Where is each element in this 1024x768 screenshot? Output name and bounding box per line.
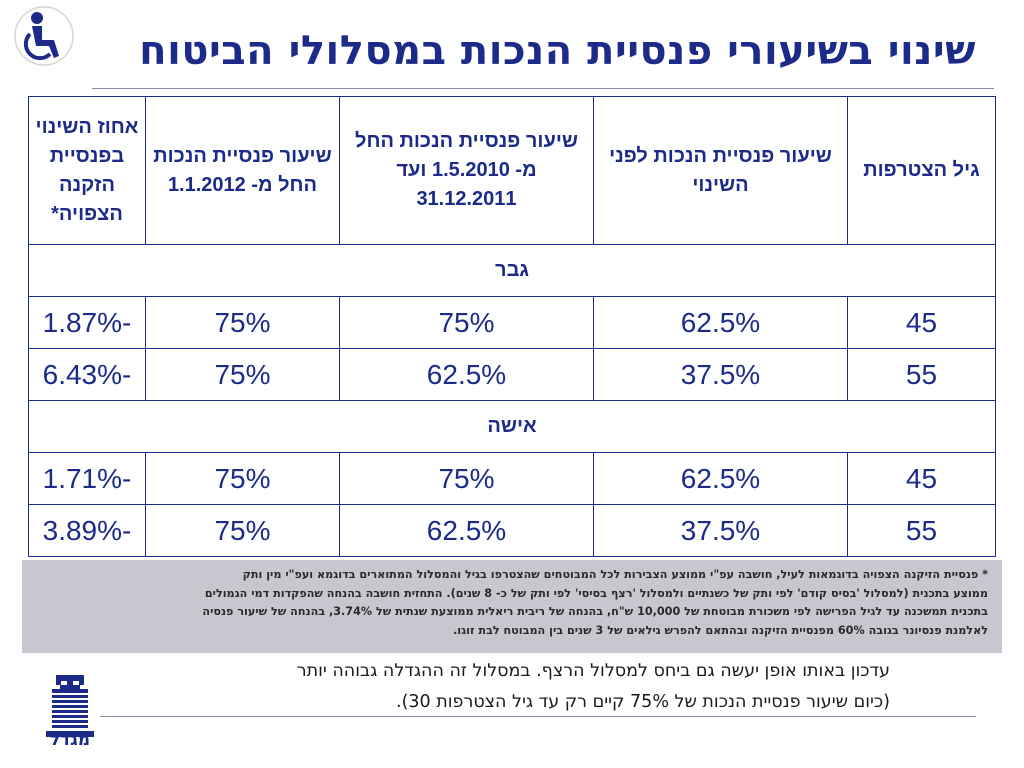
cell-rate-2012: 75%	[145, 348, 340, 401]
cell-pct-change: -6.43%	[28, 348, 146, 401]
cell-pct-change: -3.89%	[28, 504, 146, 557]
section-row-male: גבר	[28, 244, 996, 297]
cell-rate-before: 37.5%	[593, 504, 848, 557]
cell-pct-change: -1.87%	[28, 296, 146, 349]
footnote-line: לאלמנת פנסיונר בגובה 60% מפנסיית הזיקנה …	[453, 623, 988, 637]
footnote-line: בתכנית תמשכנה עד לגיל הפרישה לפי משכורת …	[202, 605, 988, 618]
cell-age: 55	[847, 348, 996, 401]
cell-rate-before: 62.5%	[593, 296, 848, 349]
tower-logo-icon	[46, 675, 94, 737]
cell-rate-2010: 75%	[339, 296, 594, 349]
header-join-age: גיל הצטרפות	[847, 96, 996, 245]
cell-rate-before: 37.5%	[593, 348, 848, 401]
table-row: 45 62.5% 75% 75% -1.87%	[28, 296, 996, 349]
cell-rate-before: 62.5%	[593, 452, 848, 505]
section-row-female: אישה	[28, 400, 996, 453]
header-rate-before: שיעור פנסיית הנכות לפני השינוי	[593, 96, 848, 245]
page-title: שינוי בשיעורי פנסיית הנכות במסלולי הביטו…	[139, 28, 976, 74]
cell-age: 55	[847, 504, 996, 557]
wheelchair-icon[interactable]	[14, 6, 74, 68]
cell-rate-2010: 75%	[339, 452, 594, 505]
header-rate-2012: שיעור פנסיית הנכות החל מ- 1.1.2012	[145, 96, 340, 245]
section-label: גבר	[28, 244, 996, 297]
cell-rate-2012: 75%	[145, 296, 340, 349]
logo-text: מגדל	[49, 730, 91, 750]
bottom-divider	[100, 716, 976, 717]
footnote-line: ממוצע בתכנית (למסלול 'בסיס קודם' לפי ותק…	[204, 586, 988, 600]
header-rate-2010: שיעור פנסיית הנכות החל מ- 1.5.2010 ועד 3…	[339, 96, 594, 245]
cell-rate-2012: 75%	[145, 452, 340, 505]
table-row: 55 37.5% 62.5% 75% -6.43%	[28, 348, 996, 401]
pension-rates-table: גיל הצטרפות שיעור פנסיית הנכות לפני השינ…	[28, 96, 996, 557]
footnote-line: * פנסיית הזיקנה הצפויה בדוגמאות לעיל, חו…	[242, 568, 988, 581]
cell-pct-change: -1.71%	[28, 452, 146, 505]
table-row: 45 62.5% 75% 75% -1.71%	[28, 452, 996, 505]
footnote-box: * פנסיית הזיקנה הצפויה בדוגמאות לעיל, חו…	[22, 560, 1002, 653]
table-row: 55 37.5% 62.5% 75% -3.89%	[28, 504, 996, 557]
header-pct-change: אחוז השינוי בפנסיית הזקנה הצפויה*	[28, 96, 146, 245]
title-divider	[92, 88, 994, 89]
continued-line: (כיום שיעור פנסיית הנכות של 75% קיים רק …	[396, 692, 890, 712]
cell-age: 45	[847, 296, 996, 349]
cell-rate-2012: 75%	[145, 504, 340, 557]
cell-rate-2010: 62.5%	[339, 504, 594, 557]
cell-rate-2010: 62.5%	[339, 348, 594, 401]
continued-text: עדכון באותו אופן יעשה גם ביחס למסלול הרצ…	[110, 656, 890, 718]
section-label: אישה	[28, 400, 996, 453]
continued-line: עדכון באותו אופן יעשה גם ביחס למסלול הרצ…	[296, 661, 890, 681]
table-header-row: גיל הצטרפות שיעור פנסיית הנכות לפני השינ…	[28, 96, 996, 245]
cell-age: 45	[847, 452, 996, 505]
